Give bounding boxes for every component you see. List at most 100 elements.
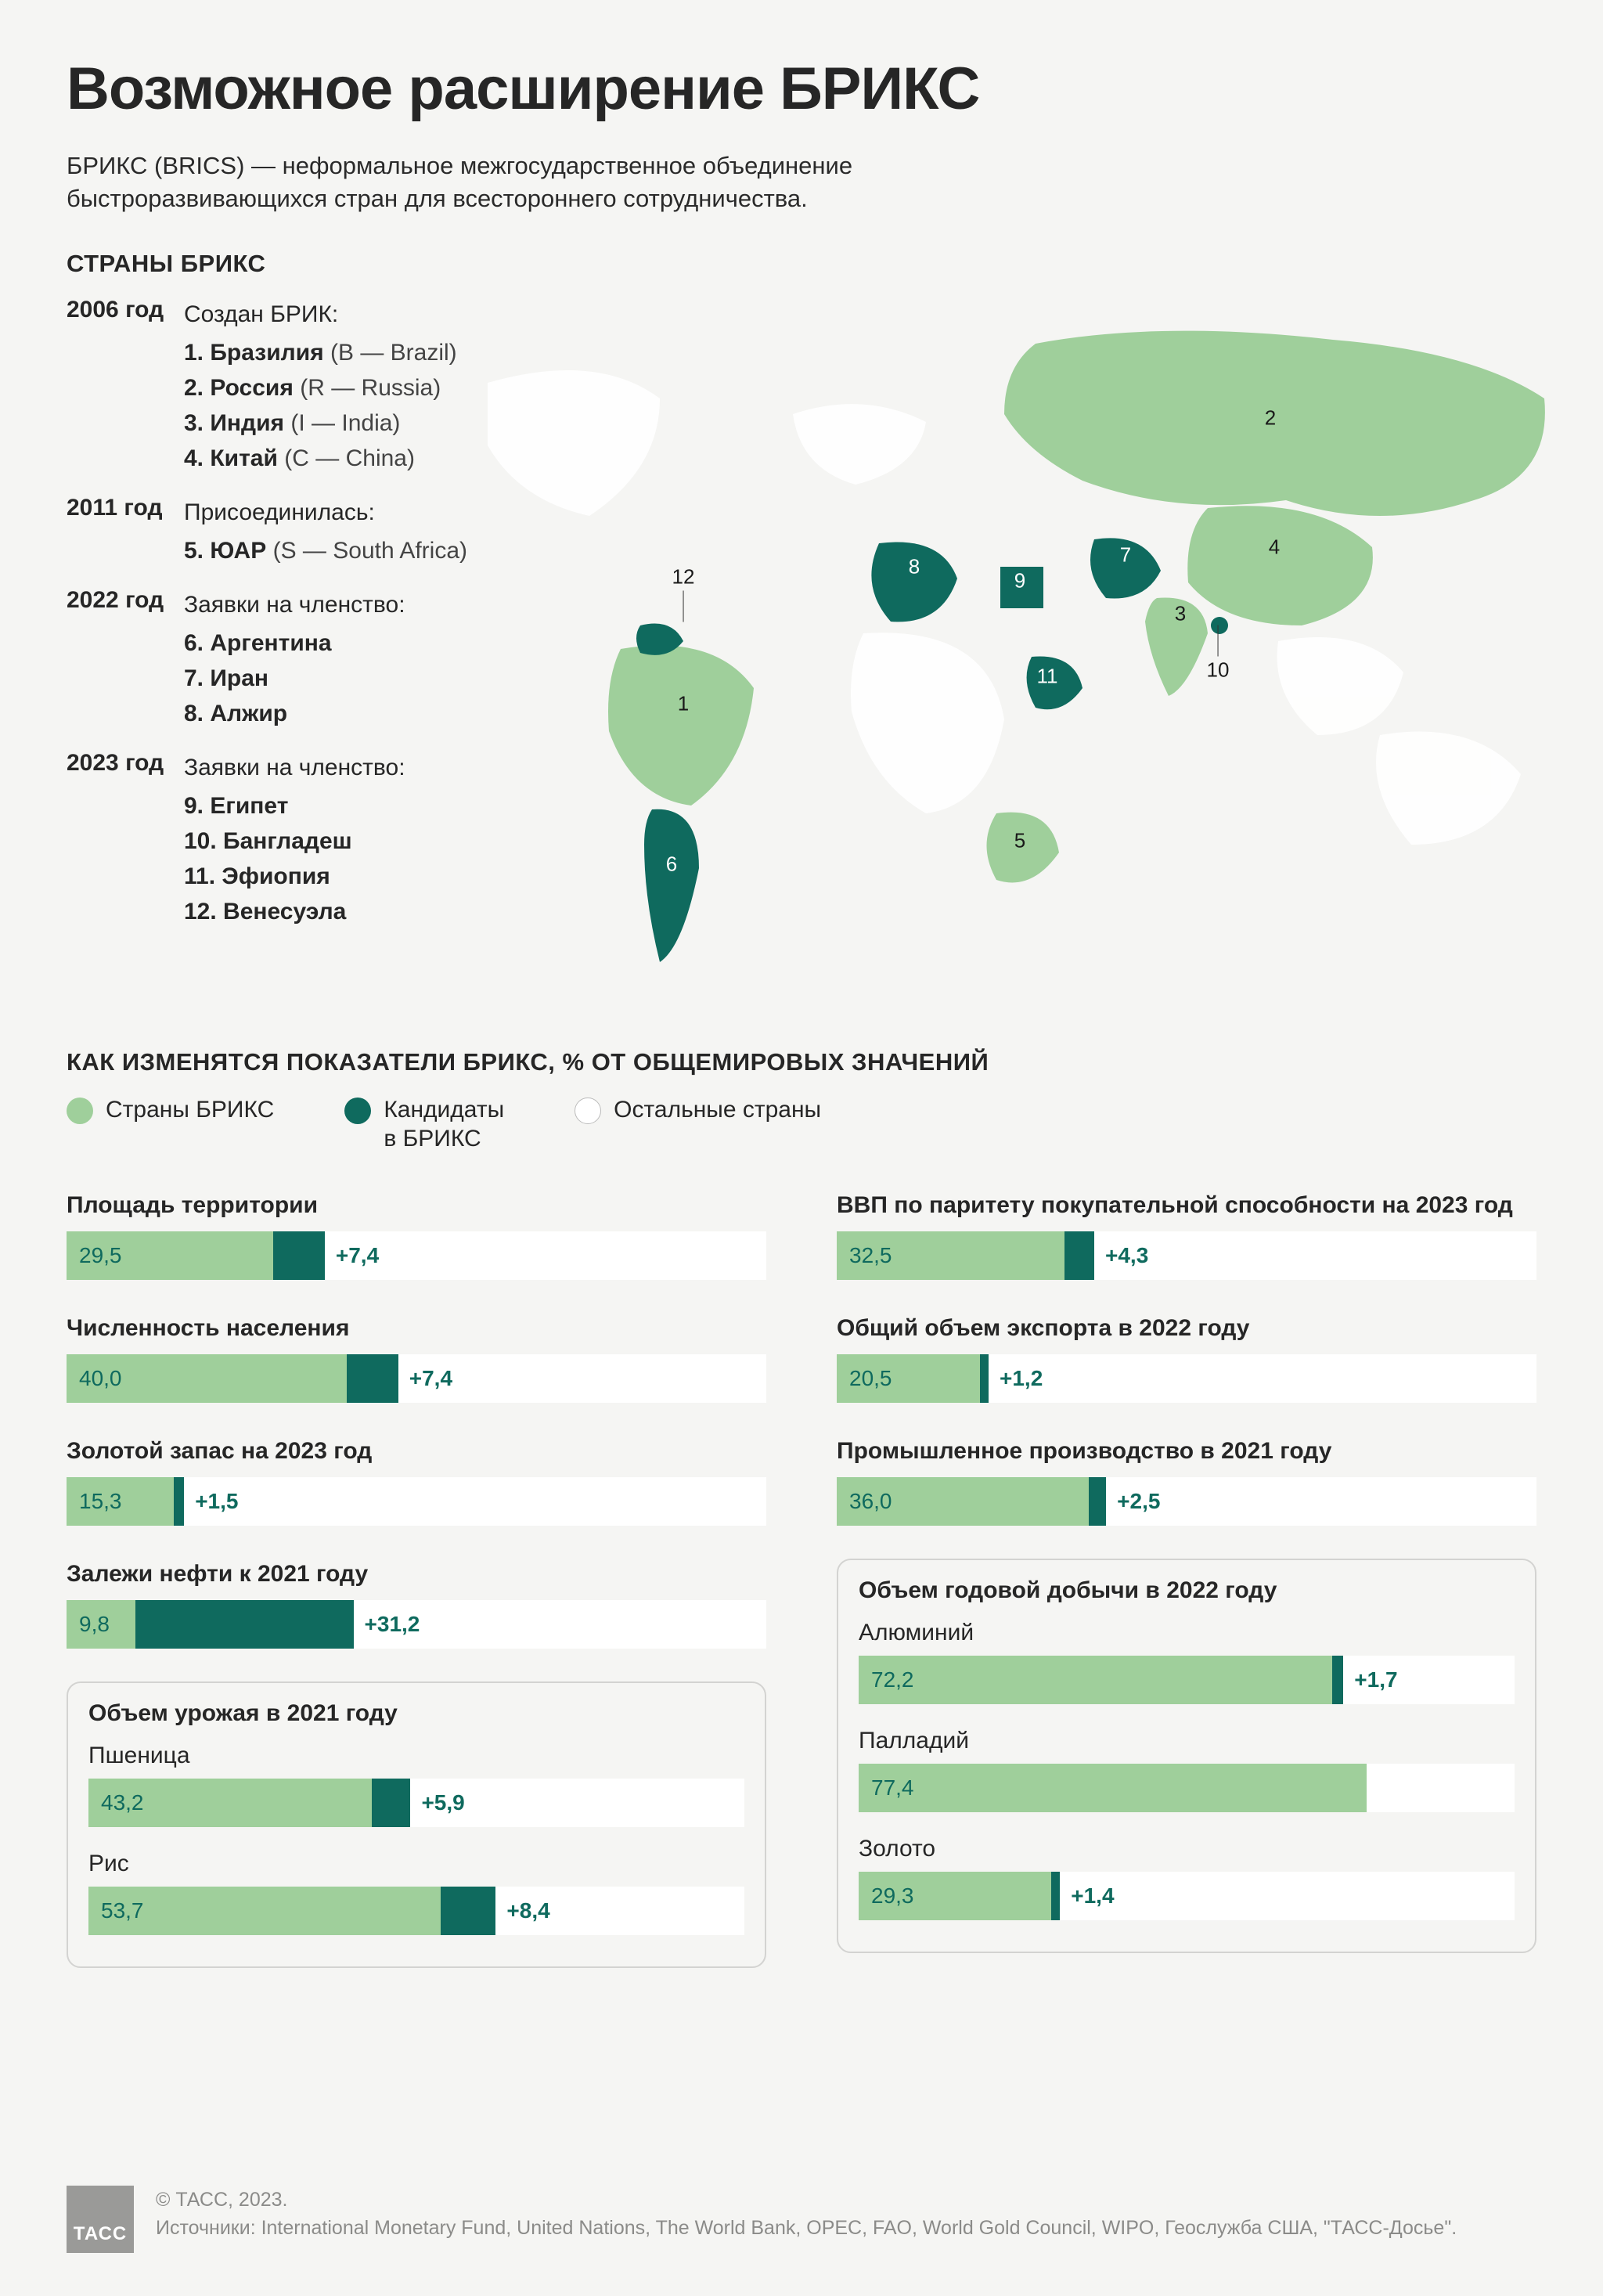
legend-candidate: Кандидатыв БРИКС [344, 1095, 504, 1154]
bar-brics-value: 15,3 [67, 1489, 135, 1514]
bar-track: 32,5 +4,3 [837, 1231, 1536, 1280]
bar-seg-candidate [135, 1600, 354, 1649]
timeline-year: 2022 год [67, 587, 184, 731]
timeline-row: 2022 год Заявки на членство: 6. Аргентин… [67, 587, 489, 731]
metric: Золотой запас на 2023 год 15,3 +1,5 [67, 1436, 766, 1526]
bar-brics-value: 77,4 [859, 1775, 927, 1800]
bar-seg-brics: 53,7 [88, 1887, 441, 1935]
metric: Промышленное производство в 2021 году 36… [837, 1436, 1536, 1526]
legend-brics: Страны БРИКС [67, 1095, 274, 1125]
bar-seg-brics: 77,4 [859, 1764, 1367, 1812]
bar-candidate-value: +2,5 [1117, 1489, 1160, 1514]
map-label: 10 [1207, 623, 1230, 682]
bar-seg-brics: 40,0 [67, 1354, 347, 1403]
world-map: 1 2 3 4 5 6 7 8 9 10 11 12 [456, 297, 1568, 1017]
metric: Золото 29,3 +1,4 [859, 1836, 1515, 1920]
timeline-item: 12. Венесуэла [184, 894, 405, 929]
timeline-lead: Заявки на членство: [184, 750, 405, 785]
bar-brics-value: 43,2 [88, 1790, 157, 1815]
timeline-year: 2011 год [67, 495, 184, 568]
timeline-lead: Заявки на членство: [184, 587, 405, 622]
legend: Страны БРИКС Кандидатыв БРИКС Остальные … [67, 1095, 1536, 1154]
bar-brics-value: 29,5 [67, 1243, 135, 1268]
infographic-page: Возможное расширение БРИКС БРИКС (BRICS)… [0, 0, 1603, 2296]
bar-brics-value: 53,7 [88, 1898, 157, 1923]
bars-grid: Площадь территории 29,5 +7,4 Численность… [67, 1190, 1536, 1999]
metric: Пшеница 43,2 +5,9 [88, 1743, 744, 1827]
map-label: 7 [1120, 542, 1131, 567]
timeline-lead: Присоединилась: [184, 495, 467, 530]
bar-seg-brics: 32,5 [837, 1231, 1064, 1280]
timeline-row: 2006 год Создан БРИК: 1. Бразилия (B — B… [67, 297, 489, 476]
bar-seg-brics: 20,5 [837, 1354, 980, 1403]
bar-brics-value: 29,3 [859, 1883, 927, 1909]
bar-seg-brics: 43,2 [88, 1779, 372, 1827]
map-label: 4 [1269, 535, 1280, 559]
bar-seg-candidate [372, 1779, 410, 1827]
bar-seg-brics: 29,3 [859, 1872, 1051, 1920]
metric: Численность населения 40,0 +7,4 [67, 1313, 766, 1403]
timeline-item: 7. Иран [184, 661, 405, 696]
bar-track: 77,4 [859, 1764, 1515, 1812]
bar-track: 36,0 +2,5 [837, 1477, 1536, 1526]
bar-candidate-value: +7,4 [409, 1366, 452, 1391]
swatch-rest [575, 1098, 601, 1124]
footer: ТАСС © ТАСС, 2023. Источники: Internatio… [67, 2186, 1536, 2253]
bar-seg-candidate [1064, 1231, 1094, 1280]
bar-candidate-value: +1,2 [1000, 1366, 1043, 1391]
metric-title: Промышленное производство в 2021 году [837, 1436, 1536, 1466]
bar-seg-candidate [273, 1231, 325, 1280]
bar-seg-candidate [1332, 1656, 1343, 1704]
legend-rest: Остальные страны [575, 1095, 821, 1125]
timeline-year: 2023 год [67, 750, 184, 929]
bar-brics-value: 40,0 [67, 1366, 135, 1391]
timeline-row: 2011 год Присоединилась: 5. ЮАР (S — Sou… [67, 495, 489, 568]
map-label: 3 [1175, 601, 1186, 625]
map-label: 2 [1265, 405, 1276, 430]
map-label: 11 [1037, 664, 1058, 688]
bar-track: 20,5 +1,2 [837, 1354, 1536, 1403]
bar-seg-brics: 9,8 [67, 1600, 135, 1649]
timeline-item: 6. Аргентина [184, 625, 405, 661]
metric: Палладий 77,4 [859, 1728, 1515, 1812]
bar-seg-candidate [174, 1477, 184, 1526]
timeline: 2006 год Создан БРИК: 1. Бразилия (B — B… [67, 297, 489, 929]
bar-candidate-value: +1,4 [1071, 1883, 1114, 1909]
bar-track: 29,5 +7,4 [67, 1231, 766, 1280]
metric-title: Палладий [859, 1728, 1515, 1754]
bar-candidate-value: +4,3 [1105, 1243, 1148, 1268]
timeline-item: 10. Бангладеш [184, 824, 405, 859]
bar-brics-value: 20,5 [837, 1366, 905, 1391]
bar-brics-value: 32,5 [837, 1243, 905, 1268]
bar-seg-brics: 36,0 [837, 1477, 1089, 1526]
bar-track: 40,0 +7,4 [67, 1354, 766, 1403]
bar-seg-candidate [347, 1354, 398, 1403]
group-title: Объем урожая в 2021 году [88, 1700, 744, 1727]
map-label: 9 [1014, 568, 1025, 593]
map-label: 5 [1014, 828, 1025, 852]
timeline-lead: Создан БРИК: [184, 297, 457, 332]
metric: Алюминий 72,2 +1,7 [859, 1620, 1515, 1704]
bar-seg-candidate [1089, 1477, 1106, 1526]
metric-title: Общий объем экспорта в 2022 году [837, 1313, 1536, 1343]
metric-title: Пшеница [88, 1743, 744, 1769]
metric: Залежи нефти к 2021 году 9,8 +31,2 [67, 1559, 766, 1649]
bar-seg-candidate [441, 1887, 495, 1935]
map-label: 1 [678, 691, 689, 715]
bar-seg-brics: 15,3 [67, 1477, 174, 1526]
footer-text: © ТАСС, 2023. Источники: International M… [156, 2186, 1457, 2243]
left-column: Площадь территории 29,5 +7,4 Численность… [67, 1190, 766, 1999]
metrics-heading: КАК ИЗМЕНЯТСЯ ПОКАЗАТЕЛИ БРИКС, % ОТ ОБЩ… [67, 1048, 1536, 1076]
metric-title: Золото [859, 1836, 1515, 1862]
metric-title: Рис [88, 1851, 744, 1877]
bar-candidate-value: +1,7 [1354, 1667, 1397, 1692]
countries-heading: СТРАНЫ БРИКС [67, 250, 1536, 278]
timeline-item: 9. Египет [184, 788, 405, 824]
map-label: 8 [909, 554, 920, 579]
map-label: 6 [666, 852, 677, 876]
group-title: Объем годовой добычи в 2022 году [859, 1577, 1515, 1604]
bar-candidate-value: +5,9 [421, 1790, 464, 1815]
top-area: 2006 год Создан БРИК: 1. Бразилия (B — B… [67, 297, 1536, 1048]
tass-logo: ТАСС [67, 2186, 134, 2253]
metric: Общий объем экспорта в 2022 году 20,5 +1… [837, 1313, 1536, 1403]
